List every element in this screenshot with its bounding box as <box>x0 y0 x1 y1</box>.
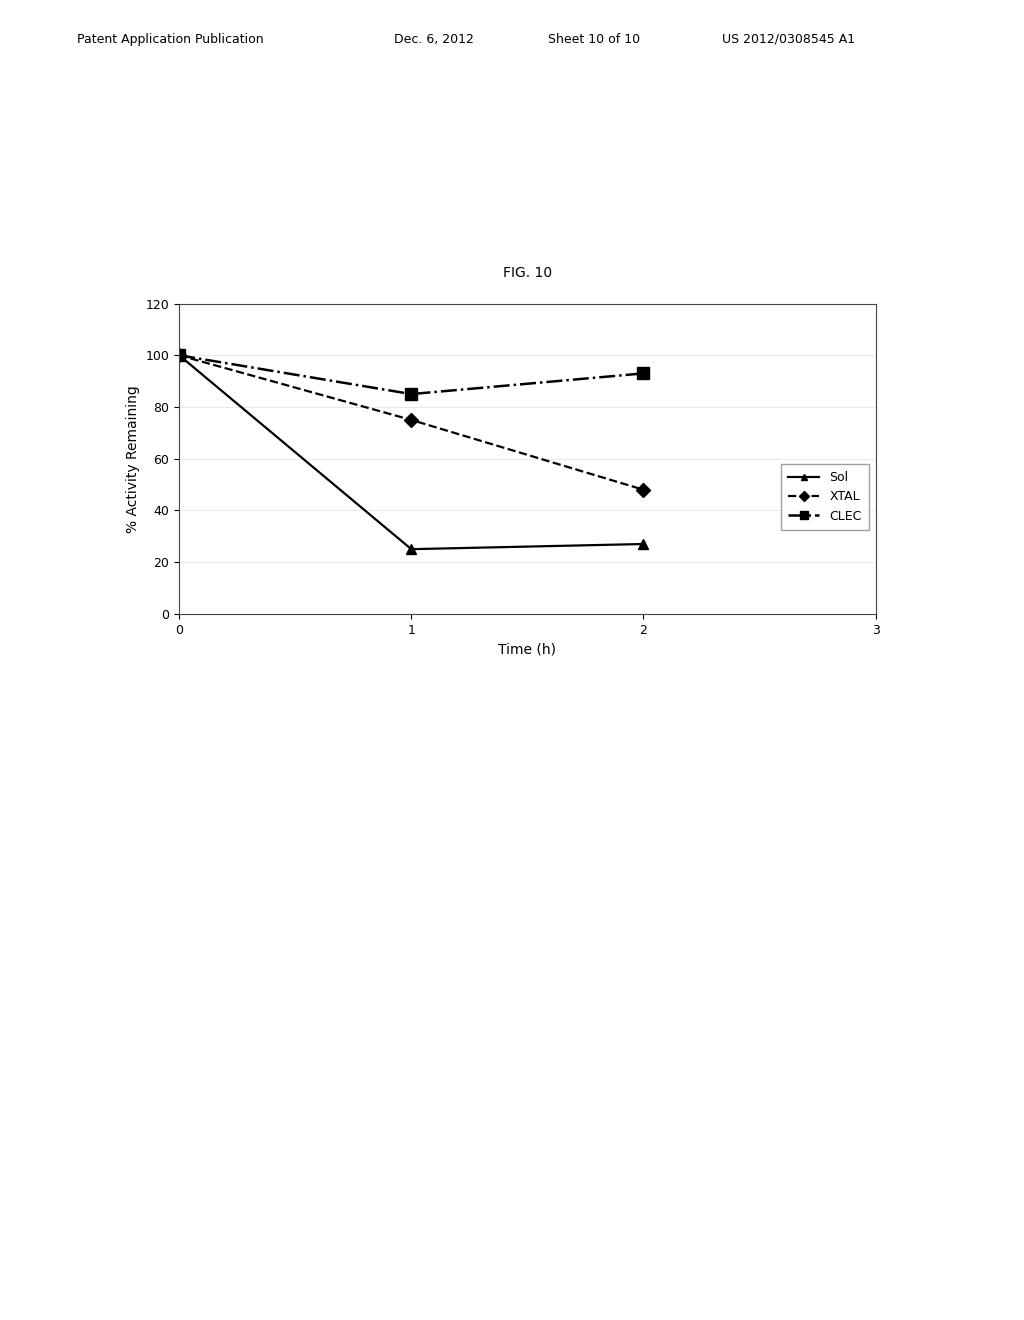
Text: Patent Application Publication: Patent Application Publication <box>77 33 263 46</box>
Text: FIG. 10: FIG. 10 <box>503 265 552 280</box>
Text: Sheet 10 of 10: Sheet 10 of 10 <box>548 33 640 46</box>
Text: Dec. 6, 2012: Dec. 6, 2012 <box>394 33 474 46</box>
Legend: Sol, XTAL, CLEC: Sol, XTAL, CLEC <box>780 463 869 531</box>
X-axis label: Time (h): Time (h) <box>499 642 556 656</box>
Text: US 2012/0308545 A1: US 2012/0308545 A1 <box>722 33 855 46</box>
Y-axis label: % Activity Remaining: % Activity Remaining <box>126 385 140 532</box>
